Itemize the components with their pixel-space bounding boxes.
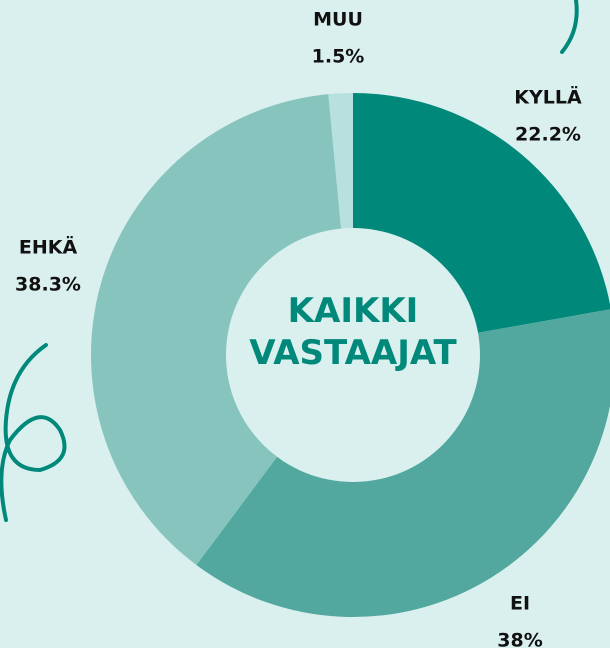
- slice-label: KYLLÄ: [514, 85, 582, 109]
- value-label: 38.3%: [15, 274, 81, 296]
- value-label: 1.5%: [312, 46, 365, 68]
- center-label: KAIKKI VASTAAJAT: [243, 290, 463, 374]
- value-label: 22.2%: [515, 124, 581, 146]
- decoration: [1, 345, 64, 520]
- slice-label: EHKÄ: [19, 235, 78, 259]
- slice-label: EI: [510, 593, 530, 615]
- slice-label: MUU: [313, 9, 363, 31]
- page: KYLLÄ 22.2% EI 38% EHKÄ 38.3% MUU 1.5% KAIKKI V…: [0, 0, 610, 648]
- value-label: 38%: [497, 630, 542, 648]
- decoration: [562, 0, 577, 52]
